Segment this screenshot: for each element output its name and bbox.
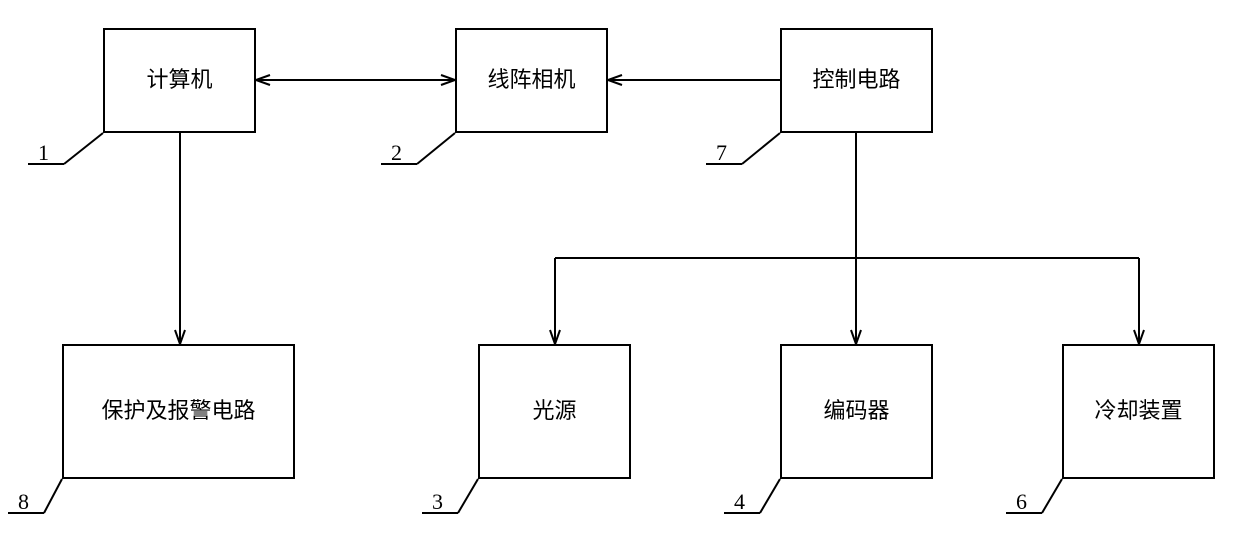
node-n4: 编码器 [780,344,933,479]
node-n7: 控制电路 [780,28,933,133]
ref-label: 6 [1016,489,1027,514]
node-label: 保护及报警电路 [101,398,255,424]
node-n1: 计算机 [103,28,256,133]
ref-label: 2 [391,140,402,165]
node-n8: 保护及报警电路 [62,344,295,479]
node-n3: 光源 [478,344,631,479]
ref-label: 4 [734,489,745,514]
node-label: 计算机 [146,67,212,93]
node-n2: 线阵相机 [455,28,608,133]
ref-label: 1 [38,140,49,165]
node-n6: 冷却装置 [1062,344,1215,479]
ref-label: 3 [432,489,443,514]
node-label: 线阵相机 [487,67,575,93]
ref-label: 7 [716,140,727,165]
ref-label: 8 [18,489,29,514]
node-label: 光源 [532,398,576,424]
node-label: 编码器 [823,398,889,424]
node-label: 冷却装置 [1094,398,1182,424]
diagram-canvas: 1 2 7 8 3 4 6 计算机 线阵相机 控制电路保护及报警电路 光源 编码器 冷却装置 [0,0,1239,551]
node-label: 控制电路 [812,67,900,93]
